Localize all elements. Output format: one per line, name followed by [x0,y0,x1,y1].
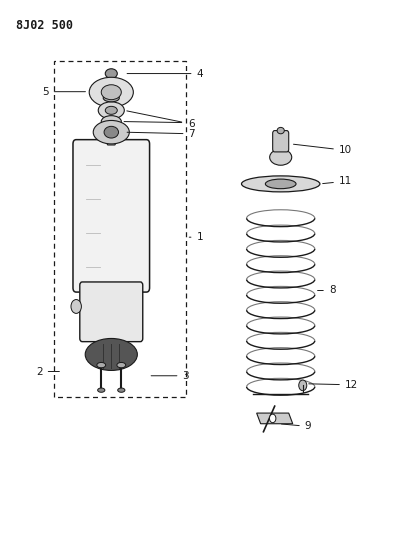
Polygon shape [257,413,293,424]
Text: 12: 12 [309,380,358,390]
Ellipse shape [85,338,137,370]
Text: 1: 1 [189,232,203,242]
Text: 8J02 500: 8J02 500 [16,19,73,31]
Ellipse shape [97,388,105,392]
Ellipse shape [265,179,296,189]
Ellipse shape [269,149,292,165]
Ellipse shape [89,77,133,107]
Text: 3: 3 [151,371,189,381]
Ellipse shape [101,116,121,127]
Text: 5: 5 [42,87,85,96]
Text: 6: 6 [188,119,195,128]
Ellipse shape [98,102,124,119]
Ellipse shape [104,126,119,138]
FancyBboxPatch shape [80,282,143,342]
Ellipse shape [118,388,125,392]
Ellipse shape [117,362,126,368]
FancyBboxPatch shape [273,131,289,152]
Text: 4: 4 [127,69,203,78]
Ellipse shape [105,69,117,78]
Circle shape [71,300,81,313]
Ellipse shape [93,120,129,144]
Text: 10: 10 [294,144,352,155]
Text: 11: 11 [323,176,352,186]
Text: 8: 8 [318,286,336,295]
Ellipse shape [101,85,121,100]
Text: 9: 9 [282,422,312,431]
Ellipse shape [97,362,105,368]
Circle shape [269,414,276,423]
Circle shape [299,380,307,391]
Ellipse shape [103,94,119,102]
Text: 2: 2 [36,367,59,376]
Text: 7: 7 [127,129,195,139]
FancyBboxPatch shape [73,140,150,292]
FancyBboxPatch shape [107,100,115,145]
Ellipse shape [277,127,284,134]
Ellipse shape [241,176,320,192]
Ellipse shape [105,106,117,114]
